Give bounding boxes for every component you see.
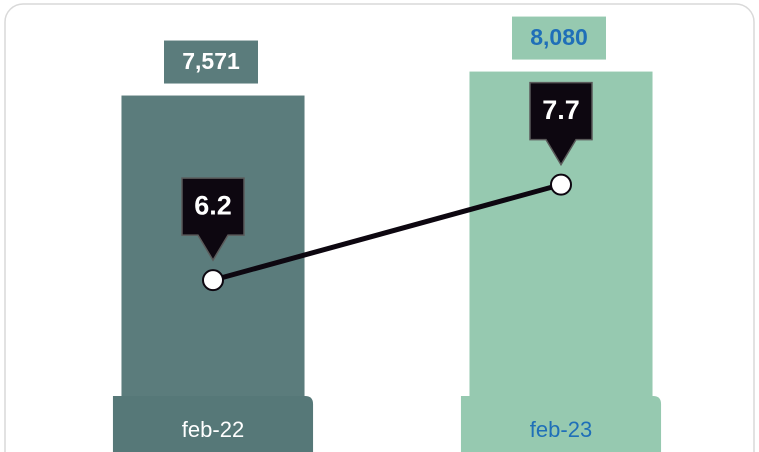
- category-labels: feb-22 feb-23: [112, 396, 662, 452]
- x-tick-label: feb-23: [530, 417, 592, 442]
- value-label-box: [512, 16, 606, 60]
- line-value-label: 7.7: [542, 95, 580, 125]
- x-tick-label: feb-22: [182, 417, 244, 442]
- line-value-label: 6.2: [194, 191, 232, 221]
- line-series: 6.2 7.7: [181, 81, 593, 292]
- line-point: [202, 269, 224, 292]
- bar-value-labels: 7,571 8,080: [164, 16, 606, 84]
- value-label: 7,571: [182, 48, 240, 74]
- category-box: [112, 396, 314, 452]
- value-label-box: [164, 40, 258, 84]
- callout: [181, 177, 245, 262]
- line-point: [550, 173, 572, 196]
- category-box: [460, 396, 662, 452]
- callout: [529, 81, 593, 167]
- line: [212, 182, 562, 283]
- value-label: 8,080: [530, 24, 588, 50]
